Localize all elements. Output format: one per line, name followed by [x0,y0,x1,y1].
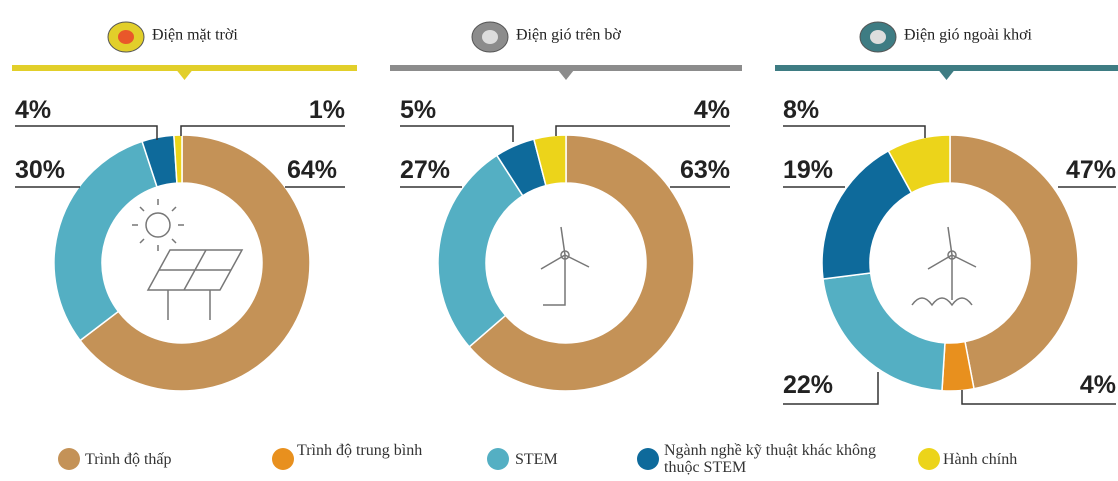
leader-line [961,390,1116,405]
donut-segment [887,134,951,194]
donut-segment [949,134,1079,390]
value-label: 63% [680,156,730,184]
legend-label: Ngành nghề kỹ thuật khác không thuộc STE… [664,442,876,476]
value-label: 4% [1080,371,1116,399]
value-label: 22% [783,371,833,399]
value-label: 30% [15,156,65,184]
value-label: 19% [783,156,833,184]
value-label: 27% [400,156,450,184]
icons [132,199,977,320]
value-label: 5% [400,96,436,124]
header-icon-inner [870,30,886,44]
leader-line [783,372,879,405]
chart-title: Điện gió ngoài khơi [904,27,1033,44]
header-pointer [176,70,193,80]
legend-swatch [918,448,940,470]
donut-segment [822,272,946,392]
value-label: 4% [694,96,730,124]
leader-line [783,125,926,138]
chart-title: Điện mặt trời [152,27,238,44]
donut-segment [173,134,183,184]
value-label: 47% [1066,156,1116,184]
legend-label: Trình độ thấp [85,451,172,468]
legend-swatch [487,448,509,470]
chart-title: Điện gió trên bờ [516,27,621,44]
legend-swatch [637,448,659,470]
leader-line [180,125,345,136]
legend-swatch [58,448,80,470]
value-label: 64% [287,156,337,184]
value-label: 1% [309,96,345,124]
value-label: 8% [783,96,819,124]
legend-swatch [272,448,294,470]
donut-segment [532,134,567,187]
leader-line [15,125,158,140]
donut-segment [468,134,695,392]
donut-segment [821,149,913,280]
header-icon-inner [482,30,498,44]
header-icon-inner [118,30,134,44]
donut-segment [437,154,524,348]
donut-segment [53,140,158,342]
header-pointer [938,70,955,80]
legend-label: STEM [515,451,558,468]
leader-line [555,125,730,136]
legend-label: Trình độ trung bình [297,442,423,459]
legend-label: Hành chính [943,451,1018,468]
leader-line [400,125,514,142]
value-label: 4% [15,96,51,124]
header-pointer [558,70,574,80]
donut-segment [79,134,311,392]
